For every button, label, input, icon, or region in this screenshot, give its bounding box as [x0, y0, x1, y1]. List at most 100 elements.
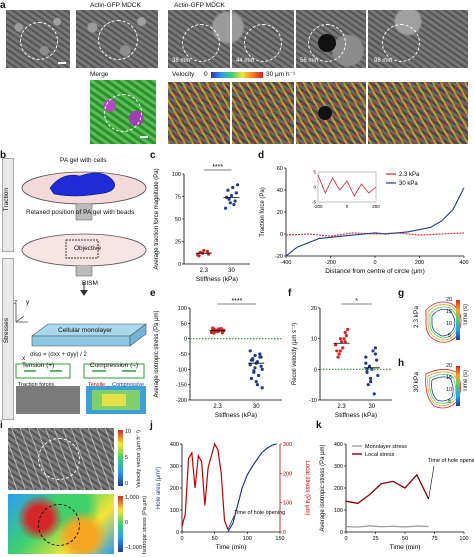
- y-axis-title: Average traction force magnitude (Pa): [154, 168, 160, 269]
- y-tick-label: 200: [334, 486, 343, 492]
- x-axis-title: Distance from centre of circle (μm): [325, 268, 424, 275]
- y-axis-title: Average isotropic stress (Pa μm): [154, 310, 160, 397]
- significance-stars: ****: [212, 164, 223, 171]
- gel-cells-label: PA gel with cells: [60, 157, 107, 164]
- data-point: [346, 327, 350, 332]
- y-tick-label: 300: [334, 464, 343, 470]
- stress-cbar-title: Isotropic stress (Pa μm): [142, 496, 148, 555]
- significance-stars: ****: [231, 298, 242, 305]
- panel-f-label: f: [288, 288, 292, 299]
- data-point: [223, 206, 228, 210]
- data-point: [367, 364, 372, 368]
- panel-j-label: j: [150, 420, 153, 431]
- data-point: [232, 203, 236, 207]
- x-tick-label: 30: [368, 404, 375, 410]
- data-point: [251, 358, 255, 362]
- cbar-tick: 20: [446, 297, 453, 303]
- x-tick-label: 0: [180, 536, 183, 542]
- data-point: [373, 352, 378, 356]
- x-tick-label: 30: [253, 404, 260, 410]
- region-circle: [244, 24, 282, 62]
- legend-label: 2.3 kPa: [399, 172, 420, 178]
- data-point: [257, 373, 261, 378]
- region-circle: [382, 24, 420, 62]
- data-point: [334, 343, 338, 347]
- compression-label: Compression (–): [90, 362, 139, 369]
- y-tick-label: 60: [277, 166, 283, 172]
- y-tick-label: 40: [277, 188, 283, 194]
- cbar-tick: 0: [125, 481, 129, 487]
- relaxed-label: Relaxed position of PA gel with beads: [26, 209, 135, 216]
- y-tick-label: -200: [176, 398, 187, 404]
- data-point: [369, 376, 373, 381]
- y-tick-label: -10: [309, 398, 317, 404]
- frame-divider: [366, 82, 368, 144]
- traction-schematic: [15, 171, 147, 414]
- inset-x-tick-label: -200: [313, 204, 323, 209]
- x-tick-label: 2.3: [200, 268, 209, 274]
- y-tick-label: 200: [170, 486, 179, 492]
- data-point: [341, 346, 345, 350]
- annotation-text: Time of hole opening: [428, 458, 474, 464]
- data-point: [249, 376, 254, 381]
- x-tick-label: 75: [431, 536, 437, 542]
- y-axis-title: Average isotropic stress (Pa μm): [320, 444, 326, 531]
- significance-stars: *: [355, 298, 358, 305]
- data-point: [366, 383, 370, 387]
- y-tick-label: 100: [334, 508, 343, 514]
- frame-divider: [230, 82, 232, 144]
- actin-title-2: Actin-GFP MDCK: [174, 2, 225, 9]
- y-axis-title-left: Hole area (μm²): [156, 467, 162, 509]
- velocity-colorbar-i: [118, 430, 123, 486]
- data-point: [342, 337, 346, 341]
- y-tick-label: 100: [170, 508, 179, 514]
- x-tick-label: 30: [228, 268, 235, 274]
- data-point: [371, 349, 375, 353]
- x-axis-title: Time (min): [390, 544, 421, 551]
- stresses-side-tab: [2, 258, 14, 420]
- data-point: [234, 191, 238, 195]
- panel-g-label: g: [398, 288, 405, 299]
- actin-timelapse: 38 min 44 min 56 min 98 min: [168, 10, 468, 68]
- series-line: [345, 525, 429, 528]
- cbar-tick: 5: [125, 455, 129, 461]
- y-tick-label: 0: [314, 367, 317, 373]
- inset-y-tick-label: -5: [312, 200, 316, 205]
- merge-image: [90, 80, 156, 144]
- data-point: [252, 369, 256, 373]
- time-label: 38 min: [172, 58, 191, 64]
- tension-label: Tension (+): [22, 362, 55, 369]
- series-line: [285, 187, 465, 257]
- panel-i-label: i: [0, 420, 3, 431]
- velocity-min: 0: [204, 71, 208, 78]
- time-label: 44 min: [236, 58, 255, 64]
- actin-title-1: Actin-GFP MDCK: [90, 2, 141, 9]
- x-tick-label: 25: [372, 536, 378, 542]
- region-circle: [98, 20, 138, 60]
- y-tick-label: 0: [280, 232, 283, 238]
- x-tick-label: 50: [212, 536, 218, 542]
- series-line: [285, 232, 465, 237]
- cbar-tick: 1,000: [125, 495, 139, 501]
- cbar-tick: 10: [125, 429, 132, 435]
- data-point: [205, 249, 209, 253]
- x-tick-label: 200: [415, 260, 424, 266]
- cbar-tick: –1,000: [125, 545, 142, 551]
- data-point: [373, 346, 378, 350]
- cbar-tick: 10: [446, 321, 453, 327]
- y-tick-label: -100: [176, 367, 187, 373]
- actin-image-1: [76, 10, 158, 68]
- data-point: [336, 355, 340, 359]
- cbar-tick: 20: [446, 363, 453, 369]
- annotation-text: Time of hole opening: [234, 510, 285, 516]
- data-point: [259, 364, 263, 368]
- chart-recoil-velocity: -10 0 10 20 2.3 30 * Stiffness (kPa) Recoil velo…: [292, 298, 392, 419]
- fibronectin-image: [6, 10, 70, 68]
- g-side-label: 2.3 kPa: [413, 306, 420, 329]
- hole: [318, 34, 336, 52]
- velocity-title: Velocity: [172, 71, 195, 78]
- traction-side-tab: [2, 158, 14, 252]
- sigma-equation: σiso = (σxx + σyy) / 2: [30, 352, 87, 358]
- stress-colorbar-i: [118, 496, 123, 552]
